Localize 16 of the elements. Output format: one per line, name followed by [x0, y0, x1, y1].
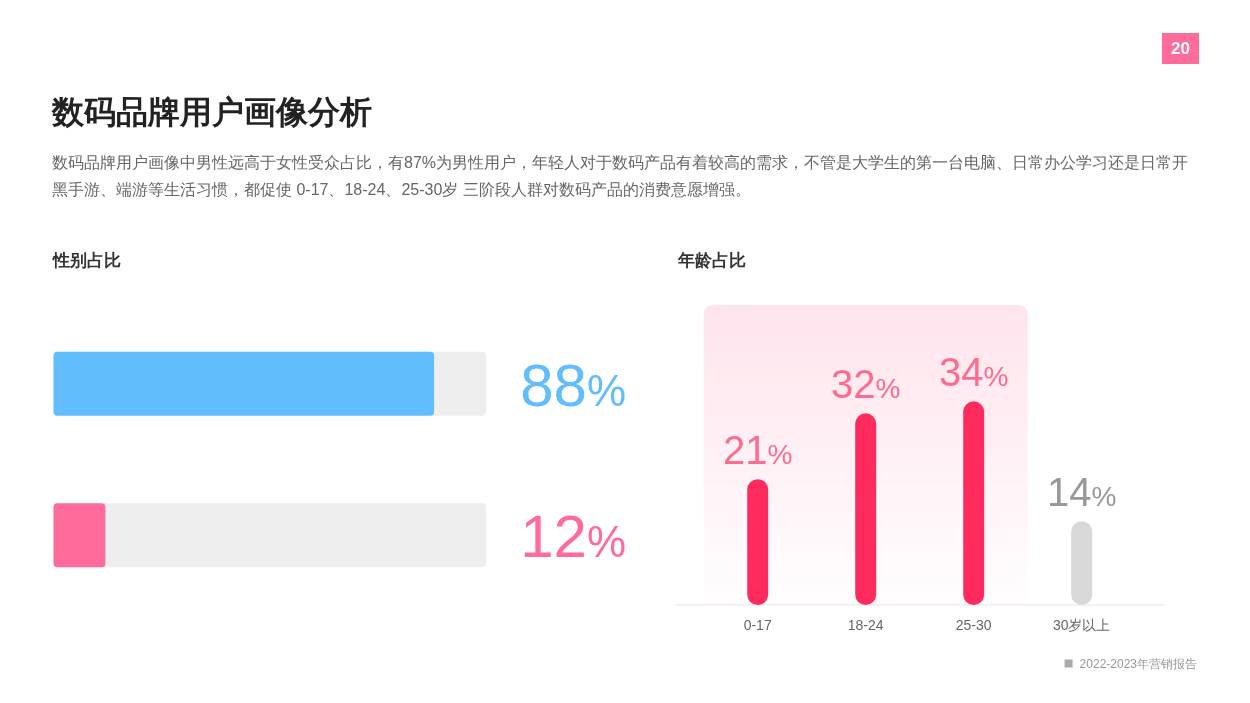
value-label: 34% — [939, 350, 1009, 395]
x-tick-label: 25-30 — [955, 617, 992, 633]
title: 性别占比 — [53, 251, 121, 270]
value-label: 88% — [520, 351, 626, 419]
annotation: 2022-2023年营销报告 — [1079, 657, 1197, 671]
x-tick-label: 18-24 — [847, 617, 884, 633]
value-label: 32% — [831, 362, 901, 407]
value-label: 12% — [520, 503, 626, 571]
subtitle: 数码品牌用户画像中男性远高于女性受众占比，有87%为男性用户，年轻人对于数码产品有着较高的需求，不管是大学生的第一台电脑、日常办公学习还是日常开黑手游、端游等生活习惯，都促使 0-17、18-24、25-30岁 三阶段人群对数码产品的消费意愿增强。 — [52, 153, 1190, 200]
x-tick-label: 0-17 — [743, 617, 772, 633]
title: 年龄占比 — [678, 251, 746, 270]
title: 数码品牌用户画像分析 — [52, 93, 372, 132]
annotation: 20 — [1162, 33, 1199, 64]
value-label: 21% — [723, 428, 793, 473]
x-tick-label: 30岁以上 — [1052, 617, 1111, 633]
value-label: 14% — [1047, 470, 1117, 515]
